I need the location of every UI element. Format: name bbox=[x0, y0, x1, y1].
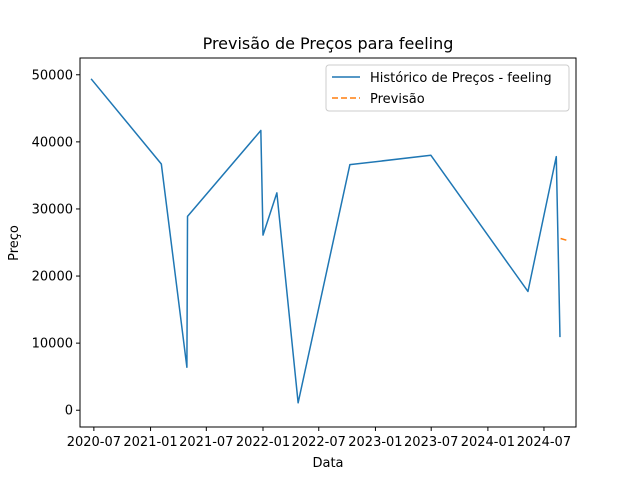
plot-frame bbox=[79, 57, 577, 428]
y-tick-label: 10000 bbox=[32, 337, 73, 352]
y-axis: 0 10000 20000 30000 40000 50000 bbox=[32, 68, 80, 419]
chart-title: Previsão de Preços para feeling bbox=[203, 34, 454, 53]
x-tick-label: 2022-07 bbox=[292, 435, 346, 450]
legend: Histórico de Preços - feeling Previsão bbox=[325, 64, 570, 112]
x-tick-label: 2020-07 bbox=[67, 435, 121, 450]
legend-label-history: Histórico de Preços - feeling bbox=[370, 71, 552, 86]
x-axis: 2020-07 2021-01 2021-07 2022-01 2022-07 2023-… bbox=[67, 427, 571, 450]
x-tick-label: 2023-07 bbox=[404, 435, 458, 450]
x-tick-label: 2024-01 bbox=[461, 435, 515, 450]
y-axis-label: Preço bbox=[7, 225, 22, 261]
x-tick-label: 2023-01 bbox=[348, 435, 402, 450]
y-tick-label: 50000 bbox=[32, 68, 73, 83]
y-tick-label: 0 bbox=[65, 404, 73, 419]
x-tick-label: 2021-01 bbox=[123, 435, 177, 450]
x-axis-label: Data bbox=[312, 456, 343, 471]
plot-area bbox=[90, 78, 568, 404]
legend-label-forecast: Previsão bbox=[370, 92, 425, 107]
y-tick-label: 30000 bbox=[32, 202, 73, 217]
series-line-1 bbox=[560, 237, 568, 242]
x-tick-label: 2022-01 bbox=[236, 435, 290, 450]
x-tick-label: 2024-07 bbox=[517, 435, 571, 450]
legend-box bbox=[325, 64, 570, 112]
x-tick-label: 2021-07 bbox=[179, 435, 233, 450]
y-tick-label: 20000 bbox=[32, 270, 73, 285]
series-line-0 bbox=[90, 78, 561, 404]
y-tick-label: 40000 bbox=[32, 135, 73, 150]
